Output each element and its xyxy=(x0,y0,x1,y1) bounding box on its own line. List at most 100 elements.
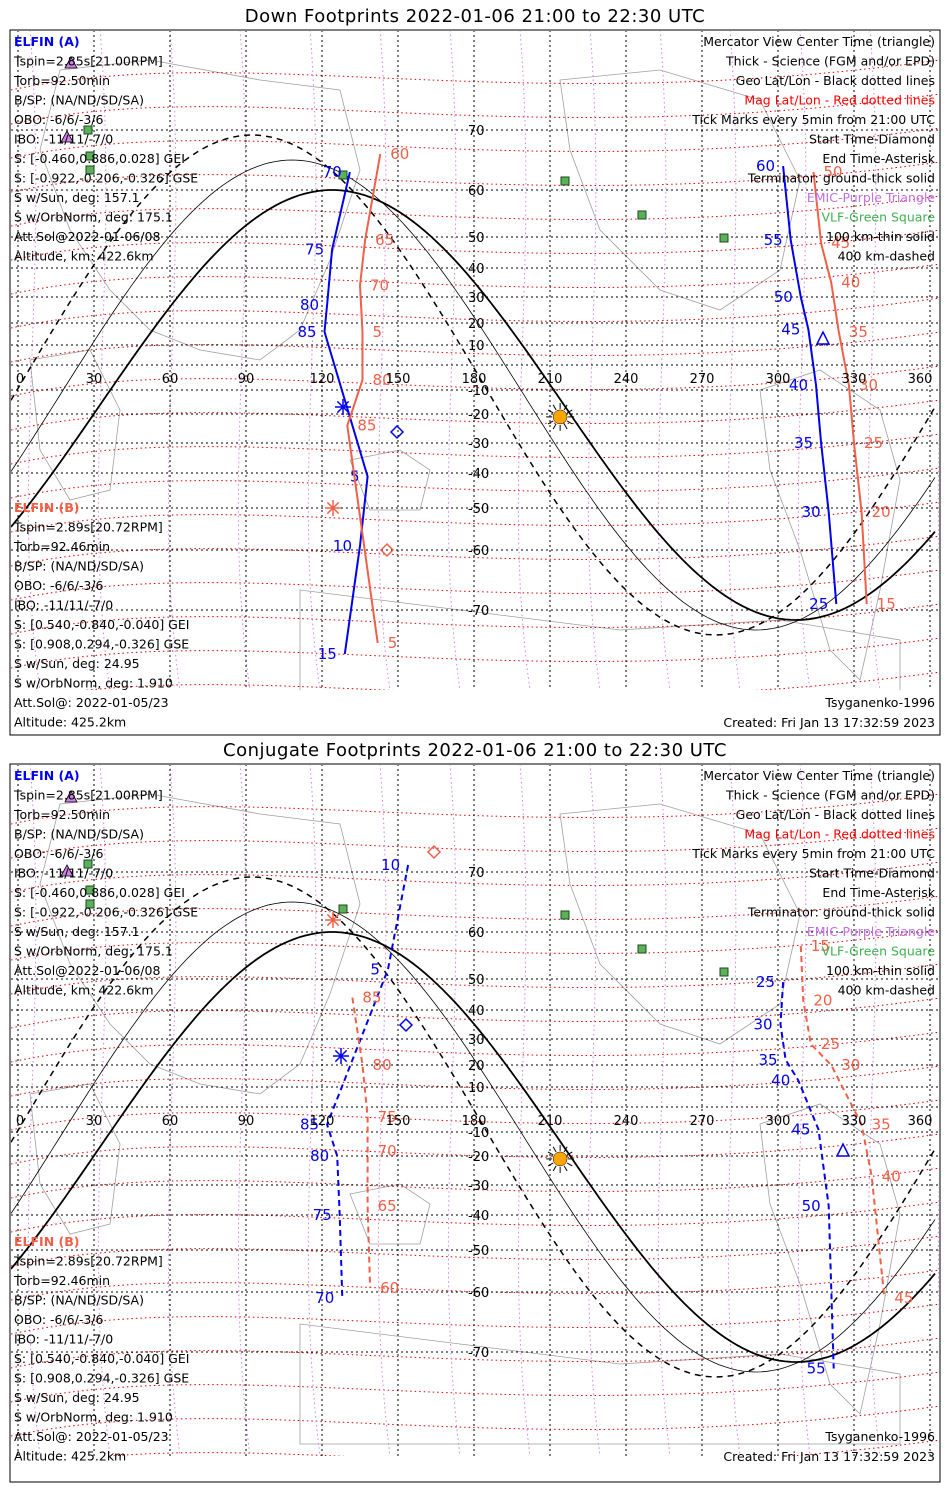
lon-tick-label: 180 xyxy=(462,372,487,387)
elfin-b-east-track-tick-label: 40 xyxy=(882,1167,901,1185)
mag-lon-line xyxy=(447,31,461,690)
legend-right-item: Mercator View Center Time (triangle) xyxy=(703,34,935,49)
elfin-b-west-track: 85 80 75 70 65 60 xyxy=(351,989,399,1297)
panel-title-conjugate: Conjugate Footprints 2022-01-06 21:00 to… xyxy=(223,740,727,761)
lat-tick-label: 20 xyxy=(468,1059,485,1074)
mag-lon-grid xyxy=(27,31,939,690)
legend-elfin-a-line: Torb=92.50min xyxy=(13,807,110,822)
legend-elfin-b-name: ELFIN (B) xyxy=(14,500,79,515)
legend-elfin-a-line: S: [-0.460,0.886,0.028] GEI xyxy=(14,885,185,900)
continent-shape xyxy=(349,1183,431,1245)
mag-lon-line xyxy=(867,765,881,1456)
panel-down: 7075808551015606570580855605550454035302… xyxy=(11,31,939,730)
elfin-a-east-track-tick-label: 50 xyxy=(774,288,793,306)
legend-elfin-a-line: B/SP: (NA/ND/SD/SA) xyxy=(14,93,144,108)
elfin-a-east-track: 60 55 50 45 40 35 30 25 xyxy=(756,157,838,613)
legend-left: ELFIN (A) Tspin=2.85s[21.00RPM] Torb=92.50… xyxy=(13,34,198,730)
elfin-a-west-track: 10 5 85 80 75 70 xyxy=(300,856,410,1307)
lat-tick-label: 10 xyxy=(468,1081,485,1096)
legend-elfin-b-line: S w/OrbNorm, deg: 1.910 xyxy=(14,1410,173,1425)
lon-tick-label: 150 xyxy=(386,372,411,387)
lon-tick-label: 330 xyxy=(842,1114,867,1129)
elfin-a-west-track-tick-label: 75 xyxy=(313,1206,332,1224)
legend-elfin-b-line: Altitude: 425.2km xyxy=(14,1449,126,1464)
elfin-b-west-track-tick-label: 5 xyxy=(388,634,398,652)
elfin-b-west-track-tick-label: 70 xyxy=(378,1142,397,1160)
legend-right-item: Mercator View Center Time (triangle) xyxy=(703,768,935,783)
legend-elfin-b-line: S w/Sun, deg: 24.95 xyxy=(14,656,140,671)
legend-right-item: Mag Lat/Lon - Red dotted lines xyxy=(744,827,935,842)
legend-right-item: 100 km-thin solid xyxy=(826,963,935,978)
sun-disc xyxy=(552,409,568,425)
elfin-b-west-track-tick-label: 5 xyxy=(373,323,383,341)
elfin-a-end-asterisk xyxy=(335,399,351,415)
elfin-a-start-diamond xyxy=(389,424,405,440)
legend-elfin-b-line: Torb=92.46min xyxy=(13,539,110,554)
terminator xyxy=(11,134,936,636)
elfin-a-east-track-tick-label: 50 xyxy=(802,1197,821,1215)
elfin-a-east-track-tick-label: 45 xyxy=(781,321,800,339)
elfin-b-start-diamond xyxy=(426,844,442,860)
lat-tick-label: -20 xyxy=(468,408,489,423)
legend-right-item: EMIC-Purple Triangle xyxy=(807,924,935,939)
emic-station-triangle xyxy=(64,56,78,69)
mag-lon-line xyxy=(797,31,811,690)
elfin-a-west-track-line xyxy=(323,171,369,655)
elfin-a-east-track-tick-label: 30 xyxy=(753,1016,772,1034)
mag-lon-line xyxy=(167,31,181,690)
asterisk-stroke xyxy=(326,501,340,515)
lat-tick-label: -40 xyxy=(468,467,489,482)
legend-right-item: Tick Marks every 5min from 21:00 UTC xyxy=(691,112,935,127)
elfin-b-east-track-tick-label: 20 xyxy=(872,503,891,521)
lon-tick-label: 300 xyxy=(766,372,791,387)
legend-right-item: VLF-Green Square xyxy=(821,944,935,959)
legend-elfin-a-line: Torb=92.50min xyxy=(13,73,110,88)
lat-tick-label: -60 xyxy=(468,1286,489,1301)
mag-lon-line xyxy=(517,765,531,1456)
elfin-b-east-track: 50 45 40 35 30 25 20 15 xyxy=(812,163,896,613)
legend-elfin-b-line: S: [0.908,0.294,-0.326] GSE xyxy=(14,637,189,652)
map-area: 7075808551015606570580855605550454035302… xyxy=(11,31,939,690)
mag-lon-line xyxy=(587,765,601,1456)
vlf-station-square xyxy=(83,125,93,135)
geo-grid xyxy=(11,765,939,1456)
sun-ray xyxy=(566,1162,573,1167)
elfin-b-east-track-tick-label: 30 xyxy=(841,1056,860,1074)
sun-ray xyxy=(566,409,573,414)
legend-elfin-a-line: OBO: -6/6/-3/6 xyxy=(14,846,104,861)
terminator-line xyxy=(11,189,936,621)
mag-lon-line xyxy=(727,765,741,1456)
lat-tick-label: 30 xyxy=(468,1033,485,1048)
legend-right-item: VLF-Green Square xyxy=(821,210,935,225)
sun-icon xyxy=(546,1144,575,1173)
lat-tick-label: -50 xyxy=(468,1244,489,1259)
mag-lon-line xyxy=(307,765,321,1456)
asterisk-stroke xyxy=(326,913,340,927)
elfin-b-start-diamond xyxy=(379,542,395,558)
lat-tick-label: 20 xyxy=(468,317,485,332)
elfin-a-west-track-tick-label: 5 xyxy=(370,961,380,979)
elfin-b-east-track-tick-label: 20 xyxy=(813,992,832,1010)
continent-shape xyxy=(29,1083,121,1235)
mag-lon-line xyxy=(797,765,811,1456)
legend-elfin-b-line: B/SP: (NA/ND/SD/SA) xyxy=(14,1293,144,1308)
elfin-b-east-track-tick-label: 45 xyxy=(831,234,850,252)
legend-right-item: 400 km-dashed xyxy=(838,983,935,998)
created-timestamp: Created: Fri Jan 13 17:32:59 2023 xyxy=(723,715,935,730)
continent-shape xyxy=(39,793,361,1095)
elfin-b-east-track-tick-label: 25 xyxy=(864,434,883,452)
lat-tick-label: -40 xyxy=(468,1209,489,1224)
elfin-a-east-track-tick-label: 30 xyxy=(802,503,821,521)
elfin-b-east-track-tick-label: 25 xyxy=(821,1035,840,1053)
vlf-station-square xyxy=(85,885,95,895)
lat-tick-label: -70 xyxy=(468,604,489,619)
legend-elfin-a-line: B/SP: (NA/ND/SD/SA) xyxy=(14,827,144,842)
legend-elfin-a-line: S: [-0.922,-0.206,-0.326] GSE xyxy=(14,171,198,186)
lat-tick-label: -10 xyxy=(468,384,489,399)
legend-elfin-b-line: S: [0.908,0.294,-0.326] GSE xyxy=(14,1371,189,1386)
lat-tick-label: 40 xyxy=(468,1004,485,1019)
continent-outlines xyxy=(29,793,901,1445)
mag-lon-line xyxy=(97,765,111,1456)
